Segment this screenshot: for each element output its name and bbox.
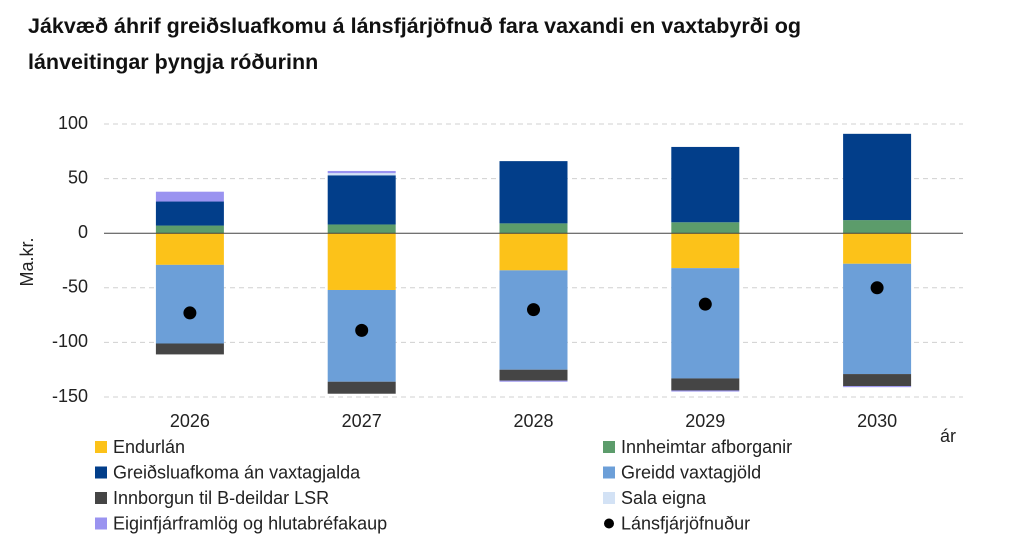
bar-segment <box>327 233 396 290</box>
bar-segment <box>327 381 396 394</box>
legend-marker <box>603 492 615 504</box>
legend-label: Lánsfjárjöfnuður <box>621 513 750 533</box>
bar-segment <box>155 201 224 226</box>
bar-segment <box>499 161 568 224</box>
y-tick-label: 0 <box>78 222 88 242</box>
bar-segment <box>843 233 912 264</box>
bar-segment <box>671 378 740 391</box>
bar-segment <box>155 225 224 234</box>
legend-marker <box>603 441 615 453</box>
x-tick-label: 2030 <box>857 411 897 431</box>
bar-segment <box>843 386 912 388</box>
bar-segment <box>155 264 224 344</box>
legend-label: Endurlán <box>113 437 185 457</box>
bar-segment <box>671 390 740 392</box>
chart-title: Jákvæð áhrif greiðsluafkomu á lánsfjárjö… <box>28 14 802 74</box>
dot <box>183 306 197 320</box>
bar-segment <box>843 220 912 234</box>
bar-segment <box>499 233 568 271</box>
legend-label: Greiðsluafkoma án vaxtagjalda <box>113 462 361 482</box>
legend-marker <box>95 441 107 453</box>
bar-segment <box>843 374 912 387</box>
bar-segment <box>671 222 740 234</box>
dot <box>527 303 540 317</box>
bar-segment <box>499 369 568 381</box>
x-tick-label: 2027 <box>342 411 382 431</box>
x-axis-label: ár <box>940 426 956 446</box>
bar-segment <box>155 343 224 355</box>
x-tick-label: 2026 <box>170 411 210 431</box>
y-tick-label: 100 <box>58 113 88 133</box>
bar-segment <box>843 263 912 375</box>
legend-label: Sala eigna <box>621 488 707 508</box>
legend-label: Innborgun til B-deildar LSR <box>113 488 329 508</box>
x-tick-label: 2028 <box>513 411 553 431</box>
legend-marker <box>604 518 614 529</box>
x-tick-label: 2029 <box>685 411 725 431</box>
y-axis-label: Ma.kr. <box>17 237 37 286</box>
bar-segment <box>671 146 740 223</box>
legend-label: Eiginfjárframlög og hlutabréfakaup <box>113 513 387 533</box>
bar-segment <box>327 224 396 234</box>
bar-segment <box>671 268 740 379</box>
legend-label: Greidd vaxtagjöld <box>621 462 761 482</box>
bar-segment <box>155 233 224 265</box>
y-tick-label: -50 <box>62 277 88 297</box>
legend-marker <box>95 492 107 504</box>
bar-segment <box>327 170 396 174</box>
dot <box>698 297 712 311</box>
legend-marker <box>95 466 107 479</box>
bar-segment <box>671 233 740 269</box>
y-tick-label: -150 <box>52 386 88 406</box>
dot <box>870 281 884 295</box>
legend-label: Innheimtar afborganir <box>621 437 792 457</box>
bar-segment <box>327 175 396 225</box>
bar-segment <box>499 223 568 234</box>
bar-segment <box>843 133 912 221</box>
bar-segment <box>499 270 568 370</box>
legend-marker <box>95 517 107 530</box>
dot <box>355 323 369 337</box>
bar-segment <box>499 380 568 382</box>
y-tick-label: 50 <box>68 167 88 187</box>
bar-segment <box>327 173 396 176</box>
legend-marker <box>603 466 615 479</box>
bar-segment <box>155 191 224 202</box>
y-tick-label: -100 <box>52 331 88 351</box>
